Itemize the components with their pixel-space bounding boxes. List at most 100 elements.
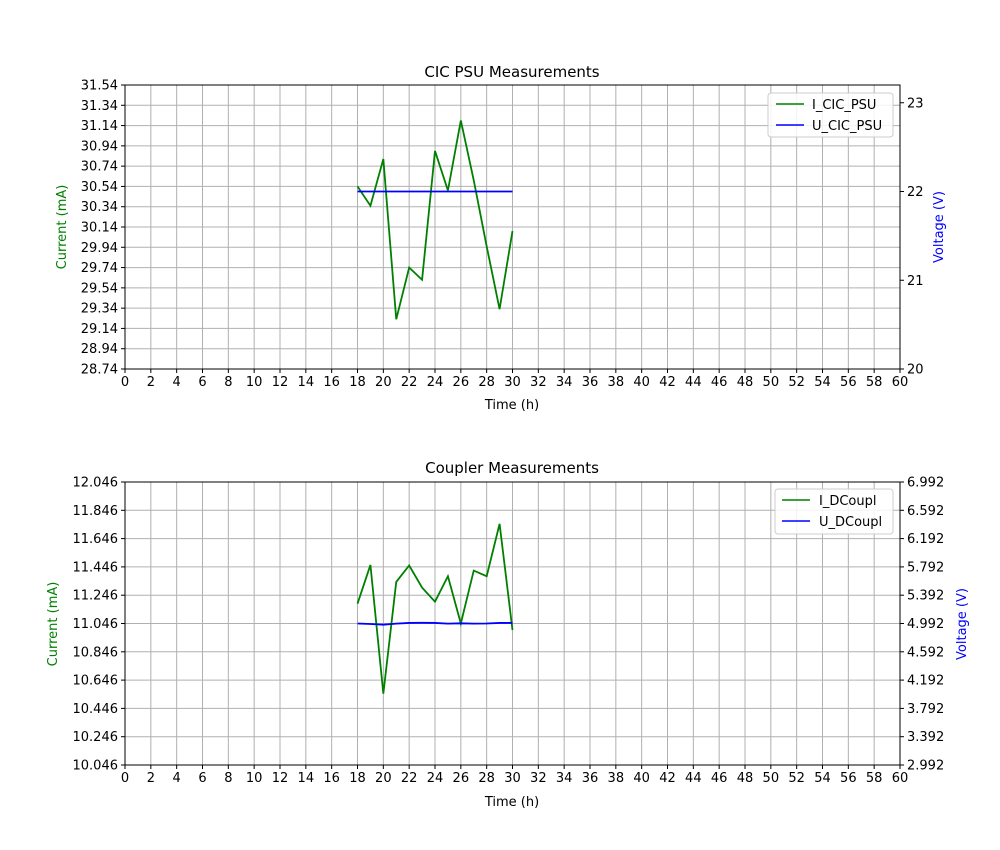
x-tick-label: 36	[582, 375, 599, 390]
y-right-axis-ticks: 2.992 3.392 3.792 4.192 4.592 4.992 5.392 5.792…	[900, 476, 944, 774]
y-left-axis-label: Current (mA)	[55, 185, 70, 270]
x-tick-label: 40	[633, 375, 650, 390]
x-tick-label: 30	[504, 375, 521, 390]
x-tick-label: 52	[788, 771, 805, 786]
x-tick-label: 16	[323, 771, 340, 786]
y-right-tick-label: 5.792	[907, 560, 944, 575]
x-tick-label: 16	[323, 375, 340, 390]
y-right-tick-label: 21	[907, 274, 924, 289]
x-tick-label: 32	[530, 375, 547, 390]
y-right-tick-label: 5.392	[907, 589, 944, 604]
y-left-tick-label: 28.74	[81, 363, 118, 378]
y-left-tick-label: 10.646	[73, 674, 119, 689]
y-left-tick-label: 29.54	[81, 281, 118, 296]
x-tick-label: 50	[763, 771, 780, 786]
x-tick-label: 10	[246, 375, 263, 390]
y-left-tick-label: 11.446	[73, 560, 119, 575]
x-tick-label: 18	[349, 375, 366, 390]
x-tick-label: 14	[298, 375, 315, 390]
x-tick-label: 6	[198, 771, 206, 786]
x-tick-label: 46	[711, 375, 728, 390]
x-tick-label: 56	[840, 771, 857, 786]
y-left-tick-label: 29.74	[81, 261, 118, 276]
legend-label-voltage: U_DCoupl	[819, 515, 882, 530]
chart-legend: I_CIC_PSU U_CIC_PSU	[767, 92, 894, 138]
y-left-tick-label: 11.646	[73, 532, 119, 547]
x-tick-label: 0	[121, 771, 129, 786]
x-tick-label: 30	[504, 771, 521, 786]
x-tick-label: 38	[608, 771, 625, 786]
y-left-tick-label: 11.046	[73, 617, 119, 632]
x-axis-label: Time (h)	[484, 398, 539, 413]
x-tick-label: 6	[198, 375, 206, 390]
x-tick-label: 56	[840, 375, 857, 390]
x-tick-label: 38	[608, 375, 625, 390]
y-left-tick-label: 29.14	[81, 322, 118, 337]
x-tick-label: 20	[375, 771, 392, 786]
x-axis-label: Time (h)	[484, 795, 539, 810]
x-tick-label: 20	[375, 375, 392, 390]
x-tick-label: 46	[711, 771, 728, 786]
legend-label-current: I_CIC_PSU	[812, 98, 876, 113]
x-axis-ticks: 0 2 4 6 8 10 12 14 16 18 20 22 24 26 28 30 32 34 36 38 40 42 4…	[121, 369, 908, 390]
y-right-axis-ticks: 20 21 22 23	[900, 96, 924, 378]
y-right-tick-label: 2.992	[907, 759, 944, 774]
x-tick-label: 4	[173, 771, 181, 786]
y-left-tick-label: 31.34	[81, 99, 118, 114]
y-left-tick-label: 10.246	[73, 730, 119, 745]
y-left-tick-label: 30.14	[81, 221, 118, 236]
x-tick-label: 14	[298, 771, 315, 786]
x-tick-label: 28	[478, 375, 495, 390]
x-tick-label: 48	[737, 375, 754, 390]
x-tick-label: 44	[685, 771, 702, 786]
x-tick-label: 28	[478, 771, 495, 786]
y-right-tick-label: 6.992	[907, 476, 944, 491]
y-left-tick-label: 10.846	[73, 645, 119, 660]
x-tick-label: 2	[147, 771, 155, 786]
x-tick-label: 22	[401, 771, 418, 786]
x-tick-label: 10	[246, 771, 263, 786]
x-tick-label: 34	[556, 771, 573, 786]
y-right-tick-label: 6.592	[907, 504, 944, 519]
x-tick-label: 60	[892, 771, 909, 786]
y-left-tick-label: 30.74	[81, 160, 118, 175]
y-right-tick-label: 4.592	[907, 645, 944, 660]
x-tick-label: 8	[224, 771, 232, 786]
chart-legend: I_DCoupl U_DCoupl	[774, 488, 894, 535]
x-tick-label: 26	[453, 771, 470, 786]
x-tick-label: 8	[224, 375, 232, 390]
x-tick-label: 58	[866, 771, 883, 786]
series-line-u-dcoupl	[357, 621, 513, 626]
x-tick-label: 36	[582, 771, 599, 786]
y-right-tick-label: 3.392	[907, 730, 944, 745]
y-left-tick-label: 29.34	[81, 302, 118, 317]
y-left-tick-label: 31.14	[81, 119, 118, 134]
y-right-axis-label: Voltage (V)	[955, 588, 970, 660]
x-tick-label: 12	[272, 375, 289, 390]
x-tick-label: 54	[814, 771, 831, 786]
y-left-tick-label: 11.846	[73, 504, 119, 519]
x-tick-label: 44	[685, 375, 702, 390]
chart-title: Coupler Measurements	[425, 459, 599, 477]
x-tick-label: 58	[866, 375, 883, 390]
y-right-axis-label: Voltage (V)	[932, 191, 947, 263]
x-tick-label: 4	[173, 375, 181, 390]
y-left-tick-label: 12.046	[73, 476, 119, 491]
y-left-tick-label: 29.94	[81, 241, 118, 256]
x-tick-label: 2	[147, 375, 155, 390]
x-tick-label: 32	[530, 771, 547, 786]
x-tick-label: 22	[401, 375, 418, 390]
x-tick-label: 48	[737, 771, 754, 786]
y-left-axis-ticks: 10.046 10.246 10.446 10.646 10.846 11.046 11.2…	[73, 476, 125, 774]
x-axis-ticks: 0 2 4 6 8 10 12 14 16 18 20 22 24 26 28 30 32 34 36 38 40 42 4…	[121, 765, 908, 786]
series-line-i-dcoupl	[356, 523, 514, 694]
y-left-axis-ticks: 28.74 28.94 29.14 29.34 29.54 29.74 29.94 30.14…	[81, 79, 125, 378]
x-tick-label: 60	[892, 375, 909, 390]
y-left-tick-label: 31.54	[81, 79, 118, 94]
y-left-axis-label: Current (mA)	[46, 582, 61, 667]
chart-coupler: 0 2 4 6 8 10 12 14 16 18 20 22 24 26 28 30 32 34 36 38 40 42 4…	[46, 459, 970, 810]
x-tick-label: 26	[453, 375, 470, 390]
x-tick-label: 40	[633, 771, 650, 786]
y-left-tick-label: 10.446	[73, 702, 119, 717]
